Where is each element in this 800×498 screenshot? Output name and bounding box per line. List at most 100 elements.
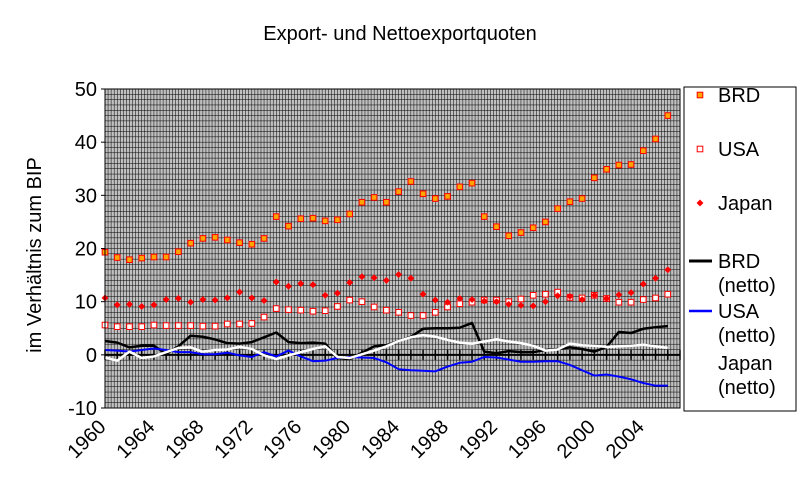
data-point-brd xyxy=(138,254,146,262)
legend-label: BRD xyxy=(718,251,760,273)
chart-title: Export- und Nettoexportquoten xyxy=(263,23,537,45)
series-line-japan-netto xyxy=(104,333,668,362)
data-point-brd xyxy=(150,253,158,261)
data-point-usa xyxy=(664,290,672,298)
data-point-usa xyxy=(358,298,366,305)
data-point-brd xyxy=(407,178,415,185)
y-tick-label: 40 xyxy=(75,132,97,154)
x-tick-label: 2000 xyxy=(553,416,600,463)
data-point-brd xyxy=(554,205,561,212)
data-point-japan xyxy=(431,296,439,304)
data-point-brd xyxy=(113,254,121,261)
grid-layer xyxy=(104,88,681,409)
x-tick-label: 1964 xyxy=(112,416,159,463)
data-point-brd xyxy=(578,195,586,202)
x-tick-label: 1976 xyxy=(259,416,306,463)
data-point-usa xyxy=(334,303,341,310)
data-point-japan xyxy=(150,301,158,309)
data-point-brd xyxy=(321,217,329,225)
data-point-usa xyxy=(272,305,280,312)
data-point-brd xyxy=(260,235,268,242)
data-point-japan xyxy=(517,301,525,309)
data-point-japan xyxy=(664,266,672,274)
data-point-japan xyxy=(492,298,501,306)
legend-key-brd xyxy=(696,91,704,99)
y-tick-label: 50 xyxy=(75,79,97,101)
data-point-japan xyxy=(468,295,476,304)
data-point-usa xyxy=(199,322,207,330)
x-tick-label: 1988 xyxy=(406,416,453,463)
data-point-brd xyxy=(615,161,623,169)
data-point-japan xyxy=(554,292,562,300)
data-point-usa xyxy=(615,298,623,306)
data-point-usa xyxy=(175,322,182,329)
data-point-brd xyxy=(370,194,378,201)
data-point-brd xyxy=(664,112,672,119)
data-point-usa xyxy=(224,320,231,328)
data-point-japan xyxy=(297,280,305,288)
data-point-usa xyxy=(126,323,133,330)
legend-label: Japan xyxy=(718,353,773,375)
data-point-brd xyxy=(456,183,464,191)
data-point-japan xyxy=(199,295,207,304)
data-point-japan xyxy=(578,295,586,304)
data-point-japan xyxy=(248,294,256,302)
data-point-japan xyxy=(346,278,354,287)
data-point-usa xyxy=(260,313,268,321)
data-point-japan xyxy=(272,278,280,286)
legend-label: (netto) xyxy=(718,377,776,399)
data-point-usa xyxy=(542,290,549,298)
data-point-brd xyxy=(309,214,317,222)
data-point-japan xyxy=(309,281,317,289)
data-point-japan xyxy=(321,291,329,299)
data-point-usa xyxy=(236,320,243,328)
data-point-usa xyxy=(529,291,537,299)
data-point-usa xyxy=(248,320,256,327)
data-point-japan xyxy=(187,298,195,306)
data-point-brd xyxy=(432,195,439,202)
data-point-brd xyxy=(358,198,366,206)
data-point-brd xyxy=(517,229,525,236)
legend-key-usa xyxy=(696,145,704,153)
data-point-usa xyxy=(383,306,390,314)
data-point-brd xyxy=(529,224,537,232)
data-point-brd xyxy=(346,210,353,218)
data-point-japan xyxy=(456,294,464,303)
data-point-japan xyxy=(651,274,660,282)
data-point-brd xyxy=(542,218,549,226)
data-point-usa xyxy=(321,307,329,315)
data-point-japan xyxy=(358,273,366,281)
data-point-brd xyxy=(480,213,488,220)
data-point-japan xyxy=(627,289,635,297)
data-point-brd xyxy=(505,232,513,240)
legend: BRDUSAJapanBRD(netto)USA(netto)Japan(net… xyxy=(683,85,797,412)
x-tick-label: 1968 xyxy=(161,416,208,463)
series-brd xyxy=(101,112,672,263)
data-point-japan xyxy=(639,280,647,288)
data-point-brd xyxy=(627,161,635,168)
data-point-japan xyxy=(566,292,574,300)
x-tick-label: 1992 xyxy=(455,416,502,463)
data-point-usa xyxy=(370,303,378,311)
legend-label: Japan xyxy=(718,193,773,215)
data-point-brd xyxy=(297,215,305,223)
data-point-usa xyxy=(517,295,525,303)
data-point-usa xyxy=(407,312,415,319)
series-japan xyxy=(101,266,672,311)
data-point-japan xyxy=(541,298,549,306)
x-tick-label: 1980 xyxy=(308,416,355,463)
data-point-brd xyxy=(175,248,182,255)
data-point-japan xyxy=(603,294,611,303)
x-tick-label: 1984 xyxy=(357,416,404,463)
data-point-japan xyxy=(211,296,219,304)
data-point-japan xyxy=(260,297,268,305)
data-point-brd xyxy=(187,239,194,247)
legend-label: USA xyxy=(718,301,760,323)
legend-label: (netto) xyxy=(718,325,776,347)
data-point-japan xyxy=(419,290,427,298)
data-point-brd xyxy=(162,253,170,261)
data-point-brd xyxy=(211,234,219,241)
data-point-japan xyxy=(529,302,537,310)
